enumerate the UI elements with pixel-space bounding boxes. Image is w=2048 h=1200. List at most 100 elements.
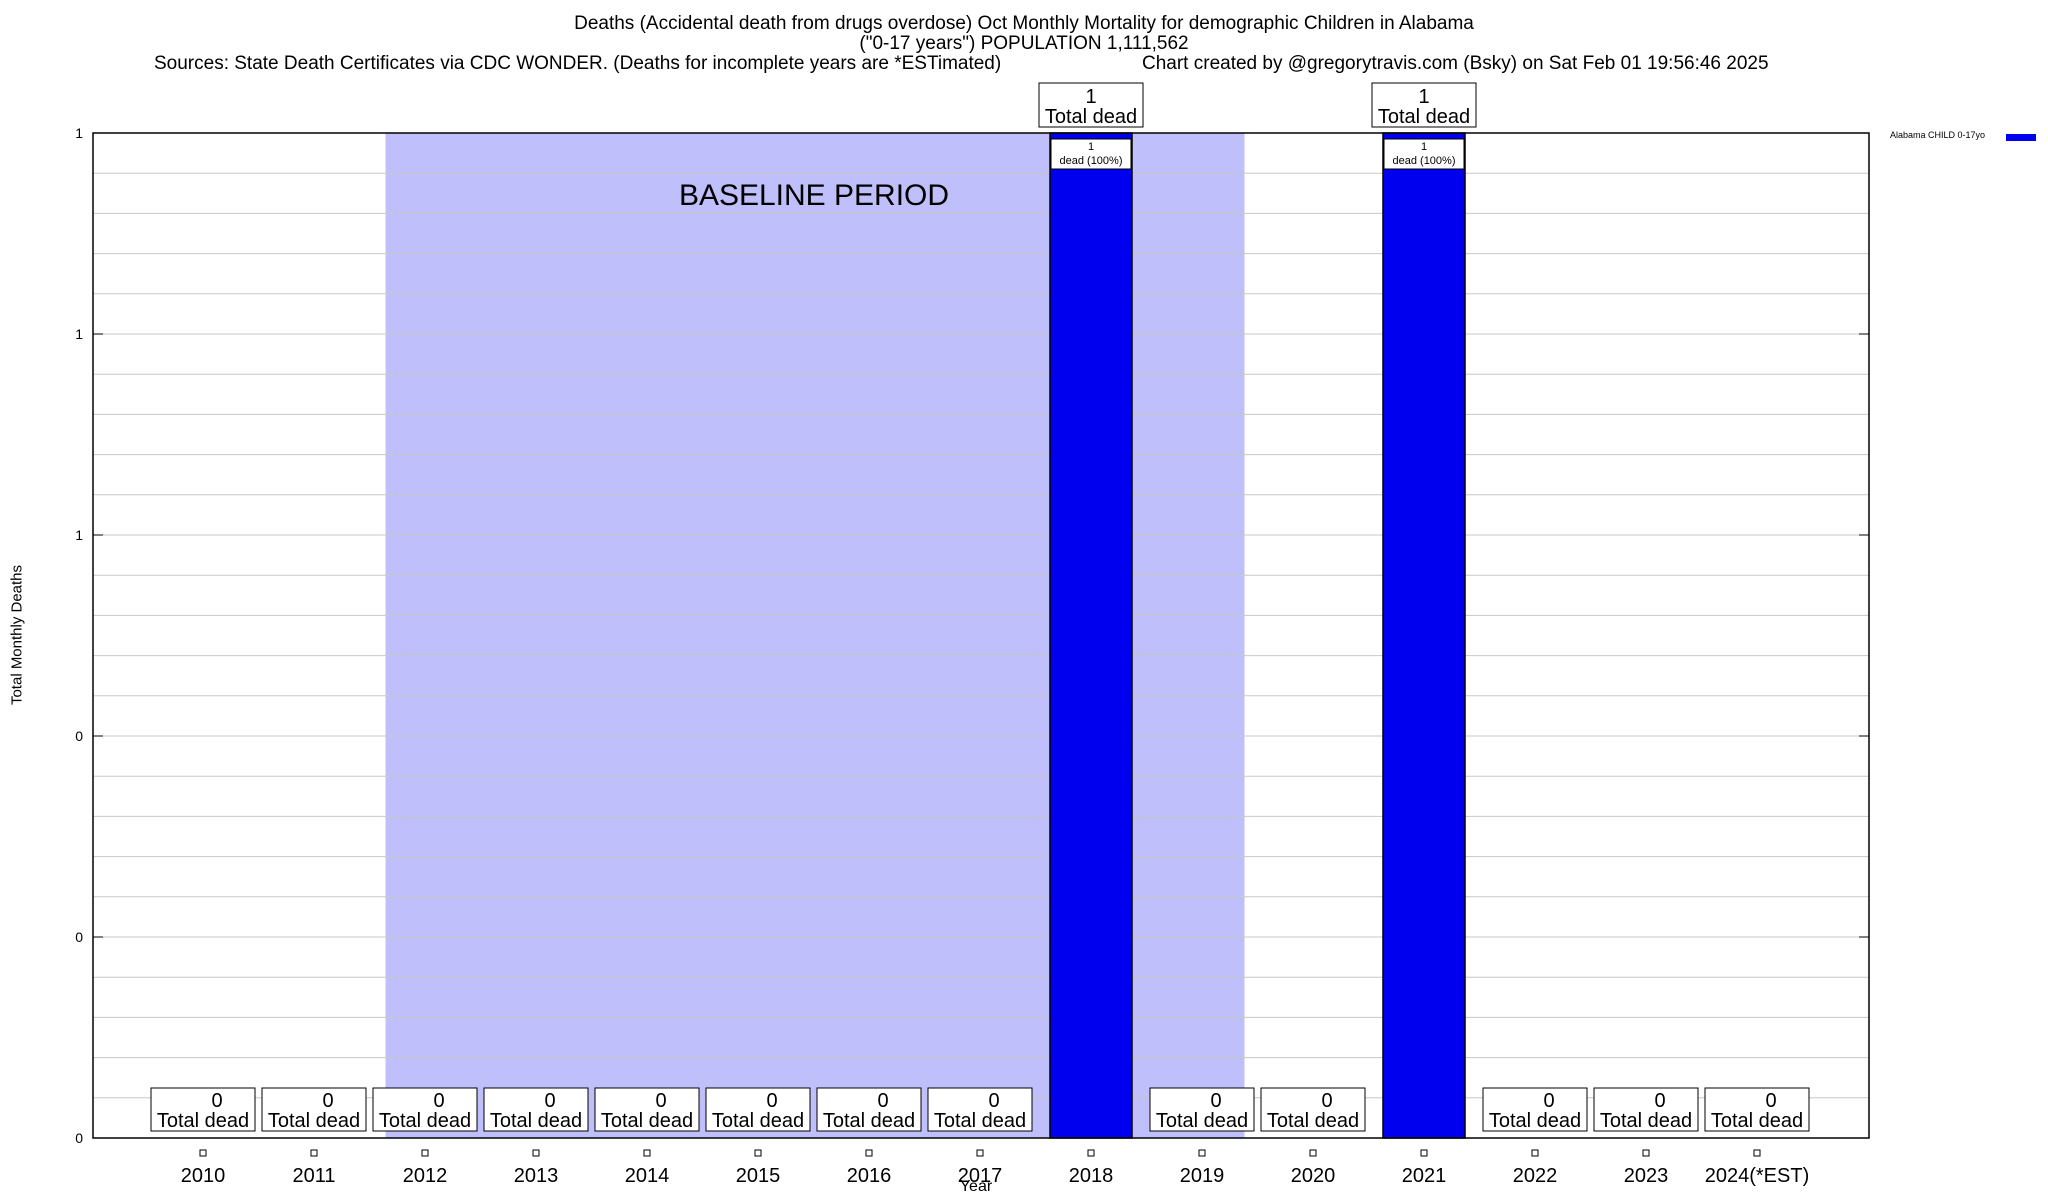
total-label-box [705, 1087, 811, 1132]
total-label-box [261, 1087, 367, 1132]
total-dead-label: Total dead [490, 1110, 582, 1132]
total-label-box [1149, 1087, 1255, 1132]
total-value-label: 0 [1654, 1090, 1665, 1112]
total-value-label: 0 [655, 1090, 666, 1112]
chart-title-line2: ("0-17 years") POPULATION 1,111,562 [859, 33, 1189, 54]
x-tick-marker [1753, 1149, 1761, 1157]
total-label-box [1038, 82, 1144, 128]
x-tick-label: 2019 [1180, 1165, 1225, 1187]
total-dead-label: Total dead [712, 1110, 804, 1132]
total-value-label: 0 [1543, 1090, 1554, 1112]
total-label-box [1704, 1087, 1810, 1132]
x-tick-label: 2023 [1624, 1165, 1669, 1187]
bar-inner-value: 1 [1421, 141, 1427, 153]
total-value-label: 0 [766, 1090, 777, 1112]
total-dead-label: Total dead [1156, 1110, 1248, 1132]
total-value-label: 0 [322, 1090, 333, 1112]
y-axis-label: Total Monthly Deaths [8, 564, 26, 706]
y-tick-label: 1 [75, 125, 83, 141]
x-tick-marker [865, 1149, 873, 1157]
x-tick-label: 2014 [625, 1165, 670, 1187]
total-dead-label: Total dead [1267, 1110, 1359, 1132]
bar-inner-label-box [1050, 138, 1132, 170]
bar-inner-label-box [1383, 138, 1465, 170]
total-label-box [1371, 82, 1477, 128]
total-label-box [372, 1087, 478, 1132]
total-value-label: 0 [988, 1090, 999, 1112]
x-tick-label: 2012 [403, 1165, 448, 1187]
total-dead-label: Total dead [823, 1110, 915, 1132]
total-dead-label: Total dead [934, 1110, 1026, 1132]
y-tick-label: 0 [75, 728, 83, 744]
total-label-box [1260, 1087, 1366, 1132]
total-dead-label: Total dead [1045, 106, 1137, 128]
y-tick-label: 0 [75, 929, 83, 945]
x-tick-label: 2018 [1069, 1165, 1114, 1187]
x-tick-marker [1198, 1149, 1206, 1157]
y-tick-label: 0 [75, 1130, 83, 1146]
x-tick-label: 2022 [1513, 1165, 1558, 1187]
total-value-label: 1 [1418, 86, 1429, 108]
x-tick-label: 2015 [736, 1165, 781, 1187]
x-tick-marker [310, 1149, 318, 1157]
x-tick-marker [754, 1149, 762, 1157]
total-value-label: 1 [1085, 86, 1096, 108]
x-tick-label: 2024(*EST) [1705, 1165, 1810, 1187]
total-value-label: 0 [1321, 1090, 1332, 1112]
legend-swatch [2006, 134, 2036, 141]
total-dead-label: Total dead [268, 1110, 360, 1132]
x-tick-label: 2016 [847, 1165, 892, 1187]
chart-title-line1: Deaths (Accidental death from drugs over… [574, 13, 1474, 34]
total-label-box [1593, 1087, 1699, 1132]
x-tick-marker [976, 1149, 984, 1157]
x-tick-marker [421, 1149, 429, 1157]
bar-inner-percent: dead (100%) [1393, 155, 1456, 167]
x-tick-marker [1087, 1149, 1095, 1157]
x-tick-label: 2010 [181, 1165, 226, 1187]
x-tick-marker [643, 1149, 651, 1157]
x-tick-label: 2021 [1402, 1165, 1447, 1187]
total-value-label: 0 [1765, 1090, 1776, 1112]
total-dead-label: Total dead [1711, 1110, 1803, 1132]
y-tick-label: 1 [75, 326, 83, 342]
bar-inner-value: 1 [1088, 141, 1094, 153]
x-tick-label: 2017 [958, 1165, 1003, 1187]
bar-inner-percent: dead (100%) [1060, 155, 1123, 167]
x-tick-marker [199, 1149, 207, 1157]
plot-border [92, 132, 1870, 1139]
total-value-label: 0 [1210, 1090, 1221, 1112]
baseline-period-label: BASELINE PERIOD [679, 179, 949, 212]
total-label-box [594, 1087, 700, 1132]
total-dead-label: Total dead [1489, 1110, 1581, 1132]
x-axis-label: Year [959, 1178, 993, 1195]
total-value-label: 0 [211, 1090, 222, 1112]
x-tick-label: 2013 [514, 1165, 559, 1187]
total-label-box [1482, 1087, 1588, 1132]
x-tick-marker [1309, 1149, 1317, 1157]
x-tick-label: 2020 [1291, 1165, 1336, 1187]
x-tick-marker [1642, 1149, 1650, 1157]
total-dead-label: Total dead [601, 1110, 693, 1132]
total-label-box [150, 1087, 256, 1132]
total-value-label: 0 [877, 1090, 888, 1112]
total-label-box [927, 1087, 1033, 1132]
total-dead-label: Total dead [157, 1110, 249, 1132]
x-tick-marker [1420, 1149, 1428, 1157]
bar-2018 [1049, 132, 1133, 1139]
total-dead-label: Total dead [379, 1110, 471, 1132]
x-tick-label: 2011 [292, 1165, 335, 1187]
total-dead-label: Total dead [1378, 106, 1470, 128]
legend-series-label: Alabama CHILD 0-17yo [1890, 130, 1986, 140]
total-value-label: 0 [544, 1090, 555, 1112]
chart-credit: Chart created by @gregorytravis.com (Bsk… [1142, 53, 1769, 74]
sources-note: Sources: State Death Certificates via CD… [154, 53, 1002, 74]
x-tick-marker [1531, 1149, 1539, 1157]
total-dead-label: Total dead [1600, 1110, 1692, 1132]
x-tick-marker [532, 1149, 540, 1157]
bar-2021 [1382, 132, 1466, 1139]
total-label-box [483, 1087, 589, 1132]
total-value-label: 0 [433, 1090, 444, 1112]
total-label-box [816, 1087, 922, 1132]
y-tick-label: 1 [75, 527, 83, 543]
